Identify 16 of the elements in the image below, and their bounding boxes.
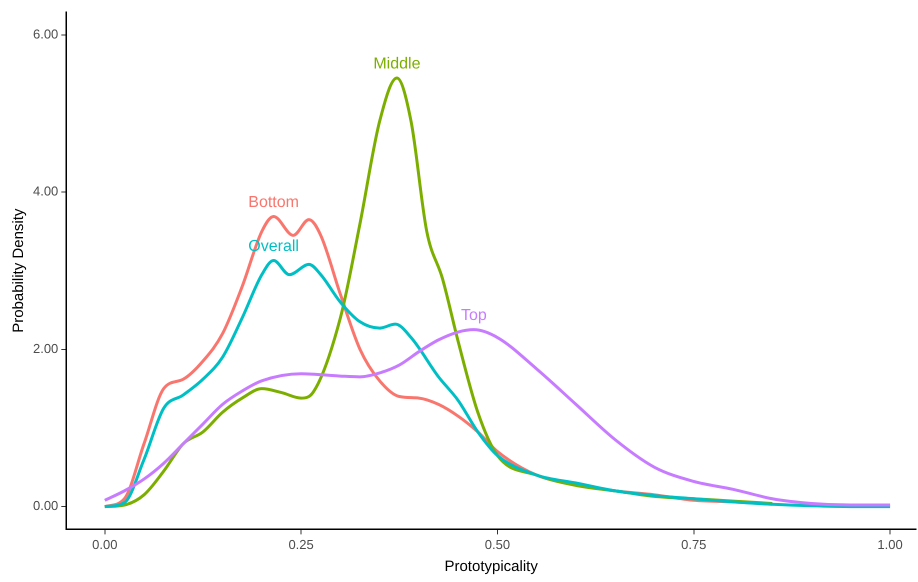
y-tick-label: 4.00 [32,184,58,199]
x-tick-label: 0.75 [681,536,706,552]
x-tick-label: 0.25 [288,536,314,552]
x-axis-title: Prototypicality [444,558,538,576]
series-label: Bottom [248,194,299,211]
line-series [103,258,892,508]
series-label: Middle [373,55,421,72]
x-tick-label: 0.00 [92,536,118,552]
y-tick-label: 0.00 [32,498,58,514]
line-series [103,328,892,507]
y-tick-label: 2.00 [32,340,58,356]
series-label: Top [460,307,487,324]
x-tick-label: 0.50 [484,536,510,552]
y-tick-label: 6.00 [32,26,58,42]
x-tick-label: 1.00 [877,536,903,552]
y-axis-title: Probability Density [10,208,28,333]
